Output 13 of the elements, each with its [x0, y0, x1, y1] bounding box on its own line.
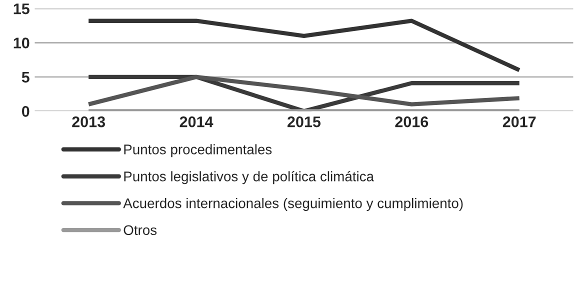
- legend-label: Puntos legislativos y de política climática: [124, 171, 374, 184]
- x-tick-label: 2013: [72, 116, 106, 128]
- x-tick-label: 2015: [288, 116, 321, 128]
- x-tick-label: 2017: [502, 116, 536, 128]
- x-tick-label: 2014: [180, 116, 214, 128]
- y-tick-label: 5: [22, 72, 30, 83]
- y-tick-label: 15: [14, 4, 30, 14]
- legend-label: Otros: [124, 225, 157, 236]
- y-tick-label: 10: [14, 38, 30, 48]
- legend-label: Acuerdos internacionales (seguimiento y cumplimiento): [123, 198, 463, 211]
- x-tick-label: 2016: [395, 116, 428, 128]
- y-tick-label: 0: [22, 106, 30, 117]
- legend-label: Puntos procedimentales: [124, 144, 272, 158]
